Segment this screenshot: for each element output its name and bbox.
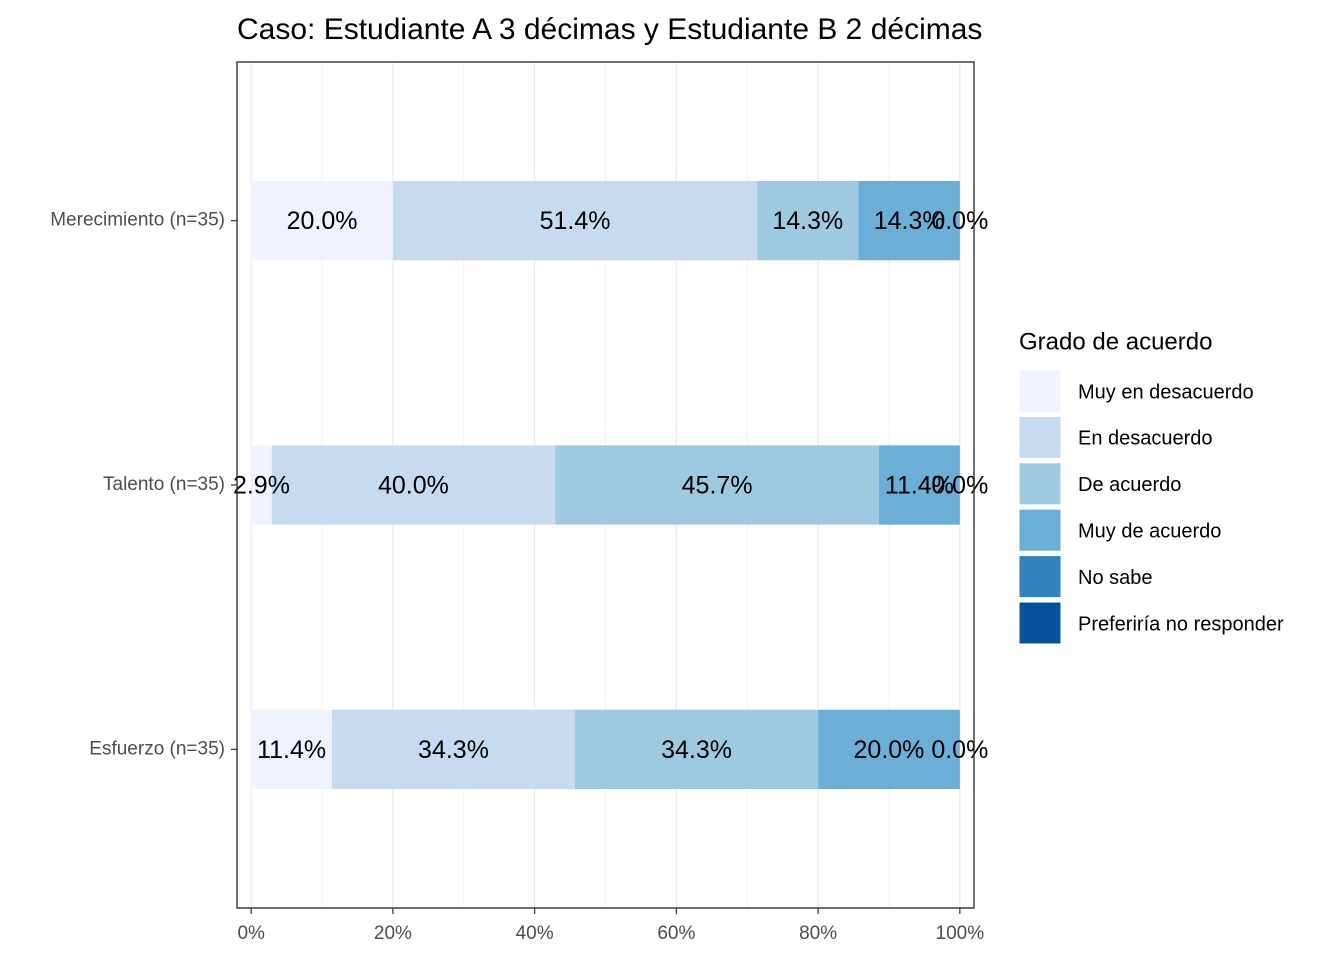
value-label: 0.0% (931, 736, 988, 764)
legend-label: Preferiría no responder (1078, 613, 1284, 635)
legend-title: Grado de acuerdo (1019, 328, 1212, 355)
value-label: 11.4% (885, 472, 954, 500)
legend-label: Muy en desacuerdo (1078, 381, 1254, 403)
value-label: 0.0% (931, 207, 988, 235)
legend-key (1018, 462, 1062, 506)
bar-segment (331, 709, 576, 790)
value-label: 0.0% (931, 472, 988, 500)
bar-segment (818, 709, 960, 790)
value-label: 14.3% (874, 207, 945, 235)
bar-segment (271, 445, 556, 525)
bar-segment (555, 445, 880, 525)
legend-key (1018, 555, 1062, 599)
value-label: 34.3% (418, 736, 489, 764)
value-label: 51.4% (540, 207, 611, 235)
value-label: 14.3% (772, 207, 843, 235)
panel-border (236, 61, 975, 909)
y-tick-label: Esfuerzo (n=35) (89, 738, 225, 759)
legend-label: No sabe (1078, 567, 1153, 589)
bar-segment (757, 180, 859, 261)
legend-label: Muy de acuerdo (1078, 520, 1221, 542)
x-tick-label: 80% (799, 923, 837, 944)
bar-segment (575, 709, 819, 790)
legend-key (1018, 508, 1062, 552)
value-label: 2.9% (233, 472, 290, 500)
bar-segment (251, 709, 332, 790)
value-label: 20.0% (287, 207, 358, 235)
value-label: 20.0% (854, 736, 925, 764)
value-label: 45.7% (682, 472, 753, 500)
legend-key (1018, 415, 1062, 459)
value-label: 11.4% (257, 736, 326, 764)
chart-title: Caso: Estudiante A 3 décimas y Estudiant… (237, 13, 982, 46)
x-tick-label: 0% (237, 923, 265, 944)
x-tick-label: 40% (516, 923, 554, 944)
bar-segment (858, 180, 960, 261)
bar-segment (879, 445, 960, 525)
legend-label: De acuerdo (1078, 474, 1181, 496)
bar-segment (251, 445, 272, 525)
y-tick-label: Talento (n=35) (103, 474, 225, 495)
bar-segment (251, 180, 393, 261)
legend-key (1018, 369, 1062, 413)
x-tick-label: 100% (936, 923, 985, 944)
value-label: 40.0% (378, 472, 449, 500)
y-tick-label: Merecimiento (n=35) (50, 210, 225, 231)
value-label: 34.3% (661, 736, 732, 764)
x-tick-label: 60% (657, 923, 695, 944)
bar-segment (392, 180, 758, 261)
legend-label: En desacuerdo (1078, 428, 1213, 450)
x-tick-label: 20% (374, 923, 412, 944)
legend-key (1018, 601, 1062, 645)
